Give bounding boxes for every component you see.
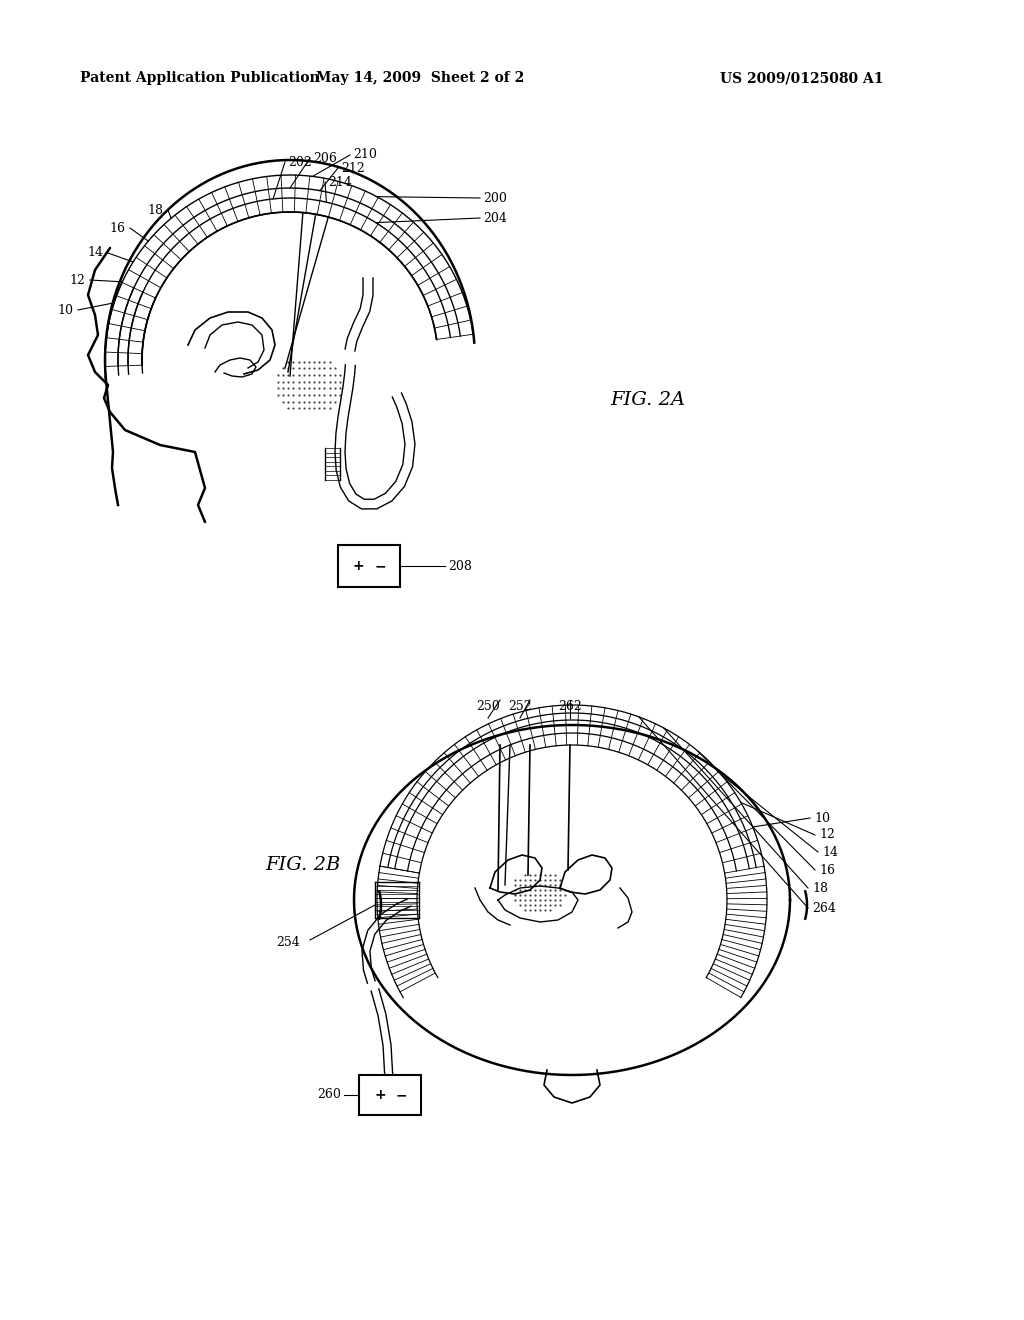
- Text: 264: 264: [812, 902, 836, 915]
- Text: 250: 250: [476, 700, 500, 713]
- Text: 206: 206: [313, 152, 337, 165]
- Text: 12: 12: [819, 829, 835, 842]
- Text: 262: 262: [558, 700, 582, 713]
- Text: 210: 210: [353, 149, 377, 161]
- Bar: [359, 1074, 421, 1115]
- Text: 16: 16: [109, 222, 125, 235]
- Text: 10: 10: [814, 812, 830, 825]
- Text: May 14, 2009  Sheet 2 of 2: May 14, 2009 Sheet 2 of 2: [315, 71, 524, 84]
- Text: Patent Application Publication: Patent Application Publication: [80, 71, 319, 84]
- Text: 12: 12: [70, 273, 85, 286]
- Text: 18: 18: [147, 203, 163, 216]
- Text: 212: 212: [341, 161, 365, 174]
- Text: FIG. 2A: FIG. 2A: [610, 391, 685, 409]
- Text: 208: 208: [449, 560, 472, 573]
- Text: 14: 14: [87, 247, 103, 260]
- Text: 202: 202: [288, 156, 311, 169]
- Text: 252: 252: [508, 700, 531, 713]
- Text: FIG. 2B: FIG. 2B: [265, 855, 340, 874]
- Text: 200: 200: [483, 191, 507, 205]
- Text: 260: 260: [317, 1089, 341, 1101]
- Text: 214: 214: [328, 176, 352, 189]
- Text: 204: 204: [483, 211, 507, 224]
- Text: 18: 18: [812, 882, 828, 895]
- Text: −: −: [375, 558, 386, 573]
- Bar: [338, 545, 400, 587]
- Text: −: −: [395, 1088, 407, 1102]
- Text: 16: 16: [819, 863, 835, 876]
- Text: US 2009/0125080 A1: US 2009/0125080 A1: [720, 71, 884, 84]
- Text: 14: 14: [822, 846, 838, 858]
- Text: 254: 254: [276, 936, 300, 949]
- Text: +: +: [375, 1088, 386, 1102]
- Text: +: +: [352, 558, 364, 573]
- Text: 10: 10: [57, 304, 73, 317]
